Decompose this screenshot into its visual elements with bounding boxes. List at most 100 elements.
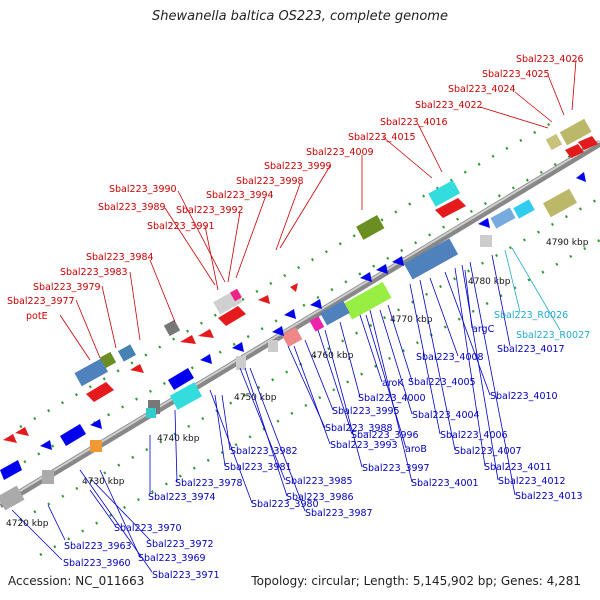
gene-feature — [74, 358, 108, 387]
gene-label: Sbal223_4009 — [306, 147, 374, 158]
gene-label: Sbal223_3998 — [236, 176, 304, 187]
guide-tracks — [9, 116, 600, 557]
gene-feature — [0, 485, 25, 511]
leader-line — [417, 123, 443, 173]
gene-label: Sbal223_3987 — [305, 508, 373, 519]
gene-feature — [284, 309, 296, 319]
gene-feature — [545, 133, 563, 151]
leader-line — [177, 190, 226, 283]
gene-label: Sbal223_4026 — [516, 54, 584, 65]
red-gene-labels: potE Sbal223_3977 Sbal223_3979 Sbal223_3… — [7, 54, 584, 322]
gene-label: Sbal223_3988 — [325, 423, 393, 434]
gene-feature — [478, 218, 490, 228]
leader-line — [469, 261, 516, 496]
gene-feature — [360, 272, 372, 282]
gene-label: Sbal223_3990 — [109, 184, 177, 195]
leader-line — [359, 314, 383, 383]
gene-label: Sbal223_3996 — [351, 430, 419, 441]
gene-label: Sbal223_3983 — [60, 267, 128, 278]
gene-feature — [0, 460, 22, 480]
leader-line — [214, 394, 226, 467]
gene-feature — [99, 351, 117, 369]
gene-feature — [198, 329, 214, 338]
gene-feature — [200, 354, 212, 364]
leader-line — [47, 504, 66, 541]
leader-line — [317, 329, 353, 435]
gene-label: Sbal223_4025 — [482, 69, 550, 80]
gene-label: aroB — [405, 444, 427, 455]
gene-label: Sbal223_4008 — [416, 352, 484, 363]
gene-label: Sbal223_3981 — [224, 462, 292, 473]
gene-label: Sbal223_3984 — [86, 252, 154, 263]
leader-line — [174, 409, 178, 483]
gene-label: Sbal223_4011 — [484, 462, 552, 473]
gene-label: Sbal223_3992 — [176, 205, 244, 216]
lower-genes — [0, 172, 586, 511]
gene-label: Sbal223_4005 — [408, 377, 476, 388]
gene-feature — [309, 316, 325, 332]
gene-feature — [40, 440, 52, 450]
gene-feature — [281, 326, 303, 348]
gene-label: Sbal223_3997 — [362, 463, 430, 474]
leader-line — [293, 345, 331, 445]
leader-line — [89, 489, 116, 526]
gene-label: Sbal223_3971 — [152, 570, 220, 581]
gene-label: Sbal223_R0026 — [494, 310, 568, 321]
gene-feature — [428, 180, 461, 207]
gene-feature — [218, 306, 246, 326]
leader-line — [39, 238, 600, 557]
gene-label: Sbal223_3986 — [286, 492, 354, 503]
gene-feature — [42, 470, 54, 484]
gene-label: Sbal223_4013 — [515, 491, 583, 502]
leader-line — [275, 183, 301, 251]
gene-label: Sbal223_3995 — [332, 406, 400, 417]
gene-label: Sbal223_R0027 — [516, 330, 590, 341]
gene-label: Sbal223_4001 — [411, 478, 479, 489]
gene-feature — [272, 326, 284, 336]
gene-feature — [258, 295, 270, 304]
leader-line — [91, 479, 151, 541]
leader-line — [304, 339, 334, 411]
gene-label: Sbal223_4024 — [448, 84, 516, 95]
gene-feature — [376, 264, 388, 274]
leader-line — [429, 277, 459, 357]
leader-line — [249, 367, 306, 512]
leader-line — [547, 74, 565, 116]
upper-genes — [3, 118, 598, 443]
gene-feature — [559, 118, 592, 146]
gene-feature — [90, 419, 102, 429]
gene-feature — [163, 319, 181, 337]
gene-feature — [146, 408, 156, 418]
leader-line — [409, 283, 441, 435]
leader-line — [75, 299, 101, 359]
map-title: Shewanella baltica OS223, complete genom… — [152, 9, 448, 24]
genome-summary-text: Topology: circular; Length: 5,145,902 bp… — [251, 574, 581, 588]
leader-line — [479, 106, 549, 129]
gene-feature — [232, 342, 244, 352]
gene-feature — [565, 144, 584, 158]
kbp-tick: 4740 kbp — [157, 434, 200, 444]
gene-label: Sbal223_3982 — [230, 446, 298, 457]
red-leader-lines — [59, 59, 577, 361]
gene-feature — [576, 172, 586, 182]
gene-feature — [230, 288, 242, 302]
gene-label: Sbal223_3977 — [7, 296, 75, 307]
leader-line — [239, 367, 286, 481]
gene-feature — [3, 434, 17, 443]
gene-label: Sbal223_3985 — [285, 476, 353, 487]
leader-line — [164, 207, 216, 286]
leader-line — [382, 136, 433, 179]
gene-label: aroK — [382, 378, 404, 389]
kbp-tick: 4780 kbp — [468, 277, 511, 287]
leader-line — [365, 314, 407, 449]
leader-line — [149, 259, 176, 323]
gene-feature — [168, 368, 194, 390]
gene-label: Sbal223_4007 — [454, 446, 522, 457]
gene-feature — [290, 283, 298, 292]
kbp-tick: 4770 kbp — [390, 315, 433, 325]
leader-line — [101, 285, 117, 349]
gene-label: Sbal223_3978 — [175, 478, 243, 489]
leader-line — [461, 264, 499, 481]
leader-line — [227, 211, 241, 283]
gene-feature — [169, 382, 203, 410]
